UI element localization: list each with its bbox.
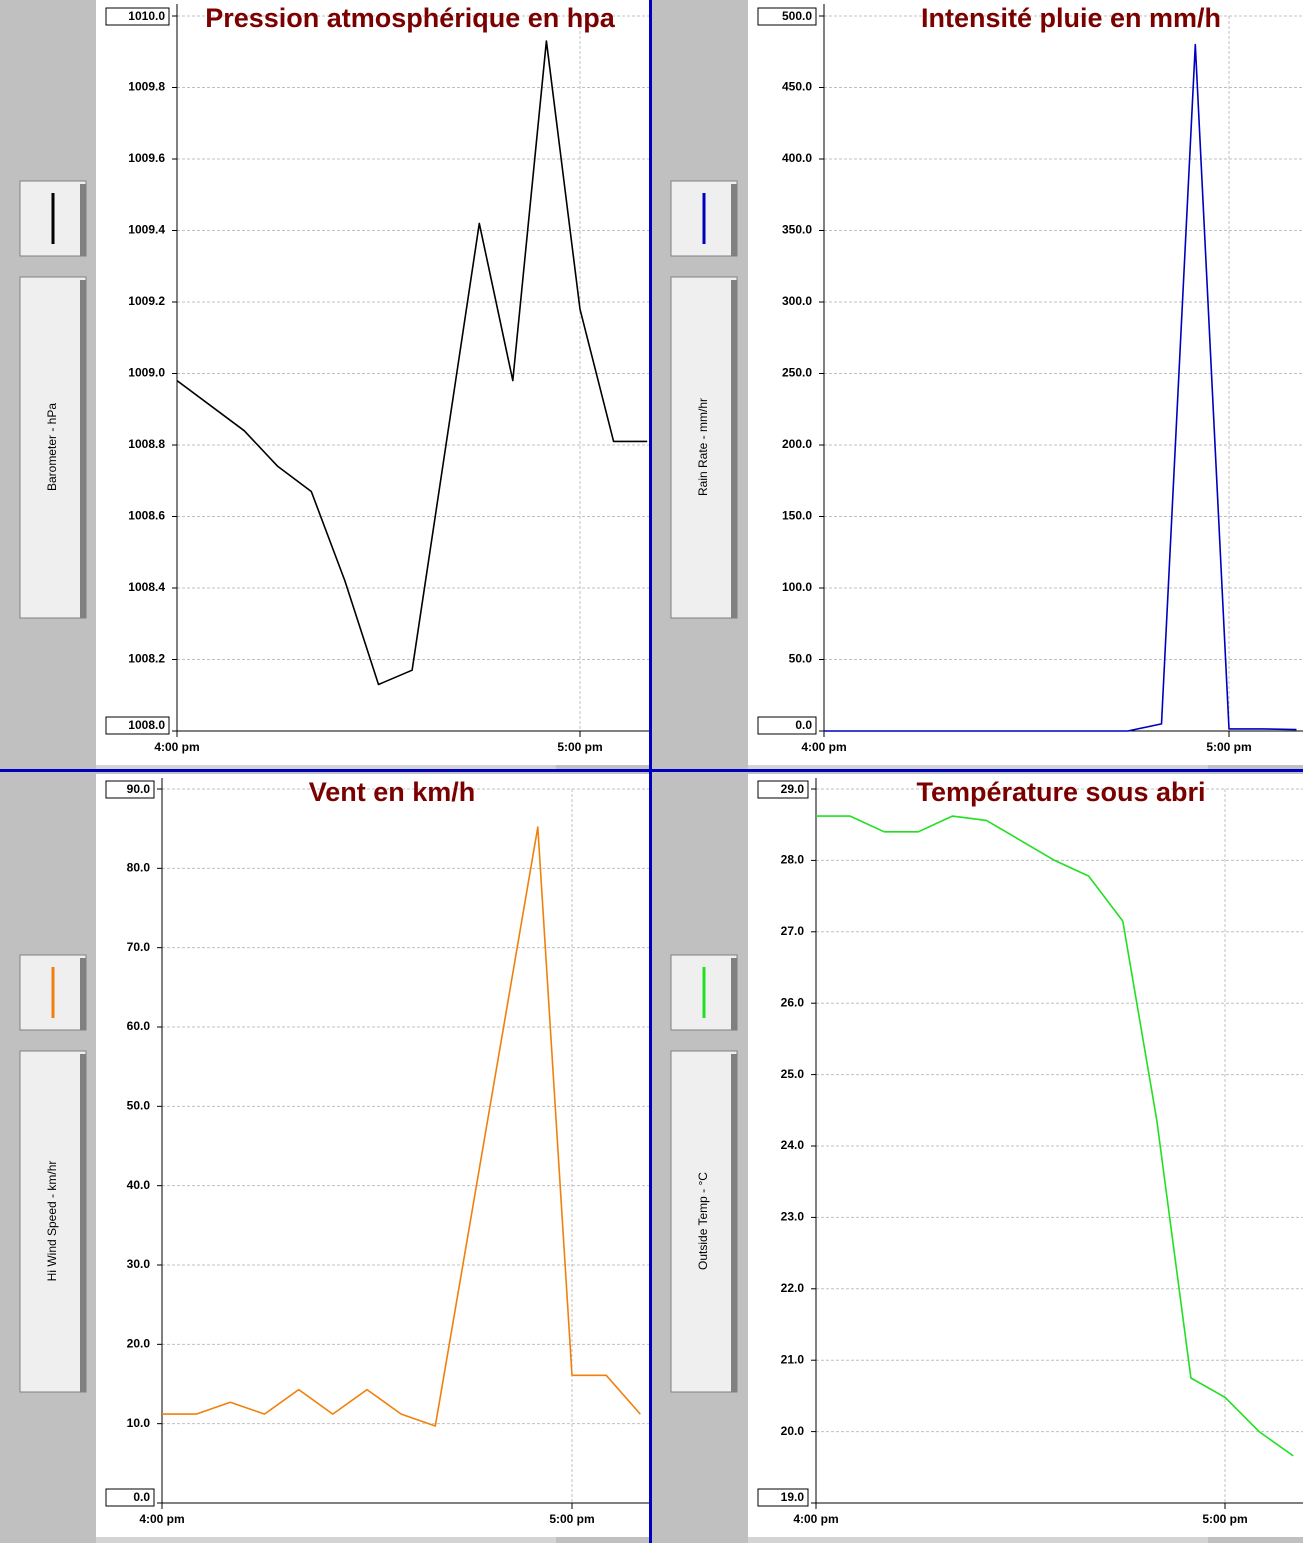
scrollbar — [748, 1537, 1208, 1543]
chart-title: Vent en km/h — [309, 777, 476, 807]
series-line — [816, 815, 1294, 1457]
x-tick-label: 4:00 pm — [793, 1512, 838, 1526]
graph-panel: Barometer - hPa 1008.0 1008.2 1008.4 1008.6 1… — [0, 0, 651, 771]
plot-background — [748, 0, 1303, 765]
graph-panel: Outside Temp - °C 19.0 20.0 21.0 22.0 23.0 24.… — [651, 774, 1303, 1543]
series-line — [824, 43, 1297, 732]
y-tick-label: 60.0 — [127, 1019, 151, 1033]
y-limit-box — [105, 1488, 155, 1507]
y-tick-label: 21.0 — [781, 1352, 805, 1366]
series-line — [162, 826, 641, 1427]
series-label-box — [670, 276, 738, 619]
y-tick-label: 20.0 — [781, 1424, 805, 1438]
y-tick-label: 24.0 — [781, 1138, 805, 1152]
series-name: Rain Rate - mm/hr — [696, 398, 710, 496]
y-tick-label: 1009.4 — [128, 223, 165, 237]
y-tick-label: 350.0 — [782, 223, 812, 237]
plot-background — [96, 0, 651, 765]
y-tick-label: 1009.8 — [128, 80, 165, 94]
y-tick-label: 26.0 — [781, 995, 805, 1009]
graph-panel: Rain Rate - mm/hr 0.0 50.0 100.0 150.0 200.0 2… — [651, 0, 1303, 771]
y-limit-box — [757, 7, 817, 26]
scrollbar — [748, 765, 1208, 771]
x-tick-label: 5:00 pm — [549, 1512, 594, 1526]
y-tick-label: 28.0 — [781, 853, 805, 867]
legend-shadow — [80, 958, 86, 1030]
y-tick-label: 10.0 — [127, 1416, 151, 1430]
y-limit-box — [105, 716, 170, 735]
x-tick-label: 5:00 pm — [1206, 740, 1251, 754]
series-name: Outside Temp - °C — [696, 1172, 710, 1270]
y-tick-label: 250.0 — [782, 366, 812, 380]
y-limit-box — [105, 7, 170, 26]
series-label-box — [670, 1050, 738, 1393]
plot-background — [748, 774, 1303, 1537]
y-tick-label: 90.0 — [127, 782, 151, 796]
y-tick-label: 100.0 — [782, 580, 812, 594]
scrollbar — [96, 1537, 556, 1543]
series-label-box — [19, 276, 87, 619]
y-tick-label: 19.0 — [781, 1490, 805, 1504]
y-tick-label: 40.0 — [127, 1178, 151, 1192]
legend-shadow — [80, 184, 86, 256]
x-tick-label: 4:00 pm — [139, 1512, 184, 1526]
series-line — [176, 40, 648, 686]
y-tick-label: 1010.0 — [128, 9, 165, 23]
y-tick-label: 1009.0 — [128, 366, 165, 380]
y-tick-label: 27.0 — [781, 924, 805, 938]
y-tick-label: 200.0 — [782, 437, 812, 451]
x-tick-label: 4:00 pm — [801, 740, 846, 754]
y-tick-label: 400.0 — [782, 151, 812, 165]
y-limit-box — [757, 1488, 809, 1507]
series-label-shadow — [731, 1054, 737, 1392]
y-tick-label: 20.0 — [127, 1337, 151, 1351]
plot-background — [96, 774, 651, 1537]
y-tick-label: 1008.2 — [128, 652, 165, 666]
series-label-box — [19, 1050, 87, 1393]
series-name: Barometer - hPa — [45, 403, 59, 491]
y-tick-label: 22.0 — [781, 1281, 805, 1295]
series-name: Hi Wind Speed - km/hr — [45, 1161, 59, 1282]
y-tick-label: 23.0 — [781, 1210, 805, 1224]
y-tick-label: 1009.2 — [128, 294, 165, 308]
y-tick-label: 29.0 — [781, 782, 805, 796]
chart-title: Pression atmosphérique en hpa — [205, 3, 616, 33]
x-tick-label: 4:00 pm — [154, 740, 199, 754]
y-limit-box — [757, 716, 817, 735]
y-limit-box — [105, 780, 155, 799]
y-tick-label: 80.0 — [127, 861, 151, 875]
y-tick-label: 0.0 — [795, 718, 812, 732]
legend-shadow — [731, 958, 737, 1030]
chart-title: Température sous abri — [916, 777, 1205, 807]
y-tick-label: 50.0 — [789, 652, 813, 666]
x-tick-label: 5:00 pm — [1202, 1512, 1247, 1526]
y-tick-label: 1008.6 — [128, 509, 165, 523]
chart-title: Intensité pluie en mm/h — [921, 3, 1221, 33]
y-tick-label: 1008.8 — [128, 437, 165, 451]
series-label-shadow — [731, 280, 737, 618]
series-label-shadow — [80, 280, 86, 618]
x-tick-label: 5:00 pm — [557, 740, 602, 754]
y-tick-label: 0.0 — [133, 1490, 150, 1504]
divider-horizontal — [0, 769, 1303, 772]
scrollbar — [96, 765, 556, 771]
series-label-shadow — [80, 1054, 86, 1392]
legend-shadow — [731, 184, 737, 256]
y-tick-label: 70.0 — [127, 940, 151, 954]
y-tick-label: 30.0 — [127, 1257, 151, 1271]
y-limit-box — [757, 780, 809, 799]
y-tick-label: 50.0 — [127, 1099, 151, 1113]
y-tick-label: 500.0 — [782, 9, 812, 23]
y-tick-label: 450.0 — [782, 80, 812, 94]
y-tick-label: 1008.0 — [128, 718, 165, 732]
y-tick-label: 150.0 — [782, 509, 812, 523]
y-tick-label: 300.0 — [782, 294, 812, 308]
graph-panel: Hi Wind Speed - km/hr 0.0 10.0 20.0 30.0 40.0… — [0, 774, 651, 1543]
y-tick-label: 25.0 — [781, 1067, 805, 1081]
y-tick-label: 1009.6 — [128, 151, 165, 165]
y-tick-label: 1008.4 — [128, 580, 165, 594]
